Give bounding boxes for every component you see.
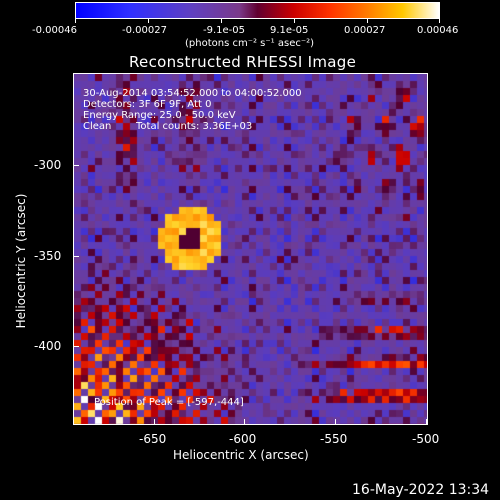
x-tick-label: -600 <box>229 432 257 446</box>
colorbar-tick-label: -0.00027 <box>122 25 167 36</box>
colorbar-tick-label: -9.1e-05 <box>203 25 245 36</box>
y-tick-mark <box>73 346 79 347</box>
peak-position-annotation: Position of Peak = [-597,-444] <box>94 397 244 408</box>
plot-title: Reconstructed RHESSI Image <box>129 53 357 71</box>
x-axis-label: Heliocentric X (arcsec) <box>173 448 309 462</box>
colorbar-tick-label: 9.1e-05 <box>270 25 309 36</box>
x-tick-mark <box>335 419 336 425</box>
plot-area[interactable]: 30-Aug-2014 03:54:52.000 to 04:00:52.000… <box>73 73 428 425</box>
colorbar-tick-mark <box>148 19 149 23</box>
x-tick-label: -500 <box>412 432 440 446</box>
y-axis-label: Heliocentric Y (arcsec) <box>14 193 28 329</box>
time-range-annotation: 30-Aug-2014 03:54:52.000 to 04:00:52.000 <box>83 88 302 99</box>
colorbar <box>75 2 440 19</box>
colorbar-tick-mark <box>439 19 440 23</box>
colorbar-tick-label: 0.00027 <box>344 25 386 36</box>
x-tick-mark <box>244 419 245 425</box>
algorithm-annotation: Clean <box>83 121 112 132</box>
colorbar-tick-mark <box>367 19 368 23</box>
colorbar-tick-mark <box>75 19 76 23</box>
x-tick-mark <box>426 419 427 425</box>
y-tick-label: -400 <box>34 339 62 353</box>
y-tick-mark <box>73 256 79 257</box>
y-tick-label: -350 <box>34 249 62 263</box>
detectors-annotation: Detectors: 3F 6F 9F, Att 0 <box>83 99 212 110</box>
x-tick-mark <box>154 419 155 425</box>
energy-range-annotation: Energy Range: 25.0 - 50.0 keV <box>83 110 236 121</box>
colorbar-tick-mark <box>294 19 295 23</box>
total-counts-annotation: Total counts: 3.36E+03 <box>136 121 253 132</box>
footer-date: 16-May-2022 13:34 <box>352 482 490 498</box>
colorbar-tick-mark <box>221 19 222 23</box>
colorbar-tick-label: 0.00046 <box>417 25 459 36</box>
y-tick-label: -300 <box>34 158 62 172</box>
rhessi-image <box>74 74 427 424</box>
x-tick-label: -550 <box>320 432 348 446</box>
colorbar-tick-label: -0.00046 <box>32 25 77 36</box>
y-tick-mark <box>73 165 79 166</box>
colorbar-units-label: (photons cm⁻² s⁻¹ asec⁻²) <box>185 38 315 49</box>
x-tick-label: -650 <box>139 432 167 446</box>
